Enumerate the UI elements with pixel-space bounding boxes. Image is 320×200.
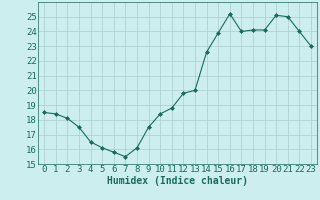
X-axis label: Humidex (Indice chaleur): Humidex (Indice chaleur) — [107, 176, 248, 186]
